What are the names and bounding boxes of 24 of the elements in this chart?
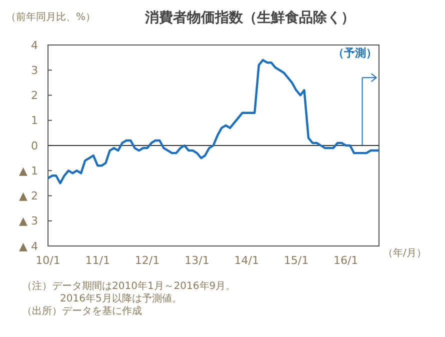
y-tick-label: 3 [31, 64, 38, 77]
x-tick-label: 11/1 [85, 254, 110, 267]
text: 2016年5月以降は予測値。 [60, 292, 182, 304]
y-tick-label: 0 [31, 139, 38, 152]
text: （出所）データを基に作成 [22, 305, 142, 317]
y-tick-label: ▲ 4 [19, 240, 38, 253]
x-tick-label: 15/1 [284, 254, 309, 267]
x-tick-label: 14/1 [234, 254, 259, 267]
x-tick-label: 16/1 [333, 254, 358, 267]
ref-line-label: （予測） [333, 46, 377, 60]
chart-title: 消費者物価指数（生鮮食品除く） [144, 10, 355, 26]
y-tick-label: 1 [31, 114, 38, 128]
y-axis-title: （前年同月比、%） [6, 11, 96, 23]
y-tick-label: ▲ 1 [19, 164, 38, 178]
y-tick-label: ▲ 3 [19, 214, 38, 228]
y-tick-label: ▲ 2 [19, 190, 38, 203]
line-series [46, 58, 380, 184]
y-tick-label: 4 [31, 38, 38, 52]
x-tick-label: 10/1 [36, 254, 60, 267]
x-axis-title: （年/月） [383, 247, 426, 259]
x-tick-label: 13/1 [184, 254, 210, 267]
x-tick-label: 12/1 [134, 254, 160, 267]
text: （注）データ期間は2010年1月～2016年9月。 [22, 280, 236, 292]
y-tick-label: 2 [31, 89, 38, 102]
